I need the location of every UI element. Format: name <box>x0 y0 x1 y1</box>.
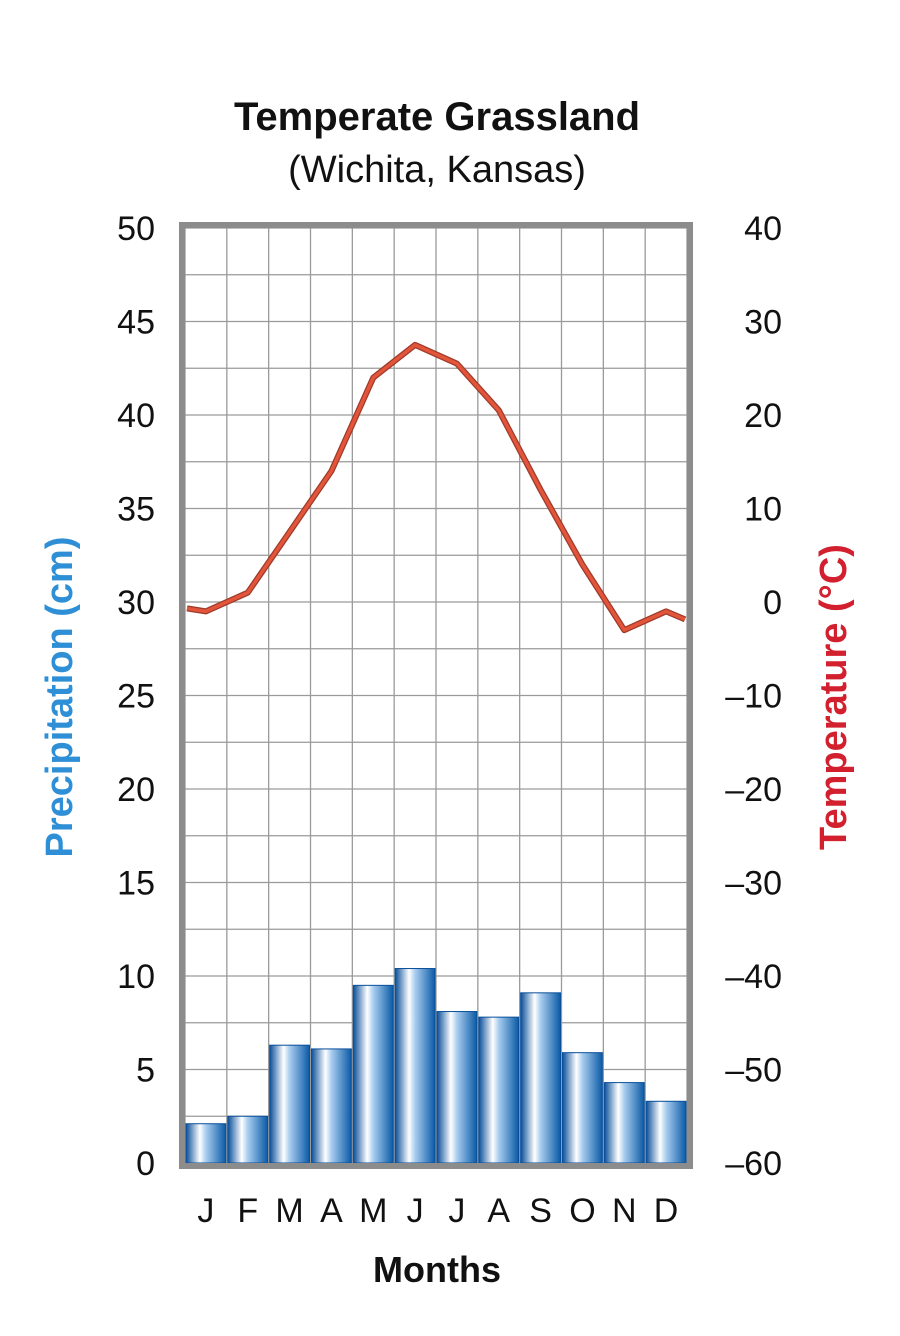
left-tick-label: 40 <box>117 397 155 435</box>
left-tick-label: 10 <box>117 958 155 996</box>
month-label: A <box>487 1192 510 1230</box>
left-axis-ticks: 0 5 10 15 20 25 30 35 40 45 50 <box>117 210 155 1183</box>
left-tick-label: 5 <box>136 1052 155 1090</box>
month-label: J <box>197 1192 214 1230</box>
temperature-line <box>186 343 686 632</box>
precipitation-bars <box>185 968 687 1164</box>
precipitation-bar <box>436 1011 478 1164</box>
right-tick-label: –50 <box>725 1052 782 1090</box>
left-tick-label: 25 <box>117 678 155 716</box>
plot-border <box>179 222 693 1169</box>
precipitation-bar <box>227 1115 269 1164</box>
precipitation-bar <box>603 1082 645 1164</box>
left-tick-label: 20 <box>117 771 155 809</box>
right-tick-label: –10 <box>725 678 782 716</box>
precipitation-bar <box>520 992 562 1164</box>
right-tick-label: 40 <box>744 210 782 248</box>
left-tick-label: 15 <box>117 865 155 903</box>
precipitation-bar <box>478 1016 520 1164</box>
right-tick-label: 30 <box>744 304 782 342</box>
x-axis-label: Months <box>373 1249 501 1290</box>
precipitation-bar <box>645 1100 687 1164</box>
chart-title: Temperate Grassland <box>234 95 640 139</box>
right-tick-label: –30 <box>725 865 782 903</box>
precipitation-bar <box>352 984 394 1164</box>
right-tick-label: 10 <box>744 491 782 529</box>
left-tick-label: 45 <box>117 304 155 342</box>
right-tick-label: –40 <box>725 958 782 996</box>
left-tick-label: 50 <box>117 210 155 248</box>
precipitation-bar <box>311 1048 352 1164</box>
precipitation-bar <box>394 968 436 1164</box>
chart-subtitle: (Wichita, Kansas) <box>288 149 586 191</box>
right-axis-ticks: –60 –50 –40 –30 –20 –10 0 10 20 30 40 <box>725 210 782 1183</box>
right-tick-label: 20 <box>744 397 782 435</box>
right-tick-label: 0 <box>763 584 782 622</box>
month-label: F <box>237 1192 258 1230</box>
left-tick-label: 30 <box>117 584 155 622</box>
y-axis-label-right: Temperature (°C) <box>813 544 855 850</box>
right-tick-label: –60 <box>725 1145 782 1183</box>
gridlines <box>184 227 688 1164</box>
y-axis-label-left: Precipitation (cm) <box>39 537 81 858</box>
left-tick-label: 0 <box>136 1145 155 1183</box>
plot-frame <box>179 222 693 1169</box>
month-label: J <box>407 1192 424 1230</box>
month-label: A <box>320 1192 343 1230</box>
month-label: O <box>569 1192 595 1230</box>
month-label: N <box>612 1192 637 1230</box>
month-label: D <box>654 1192 679 1230</box>
precipitation-bar <box>185 1123 227 1164</box>
precipitation-bar <box>269 1044 310 1164</box>
right-tick-label: –20 <box>725 771 782 809</box>
month-label: M <box>275 1192 303 1230</box>
precipitation-bar <box>562 1052 603 1164</box>
month-label: J <box>448 1192 465 1230</box>
month-label: M <box>359 1192 387 1230</box>
left-tick-label: 35 <box>117 491 155 529</box>
month-label: S <box>529 1192 552 1230</box>
temperature-line-group <box>186 341 687 634</box>
